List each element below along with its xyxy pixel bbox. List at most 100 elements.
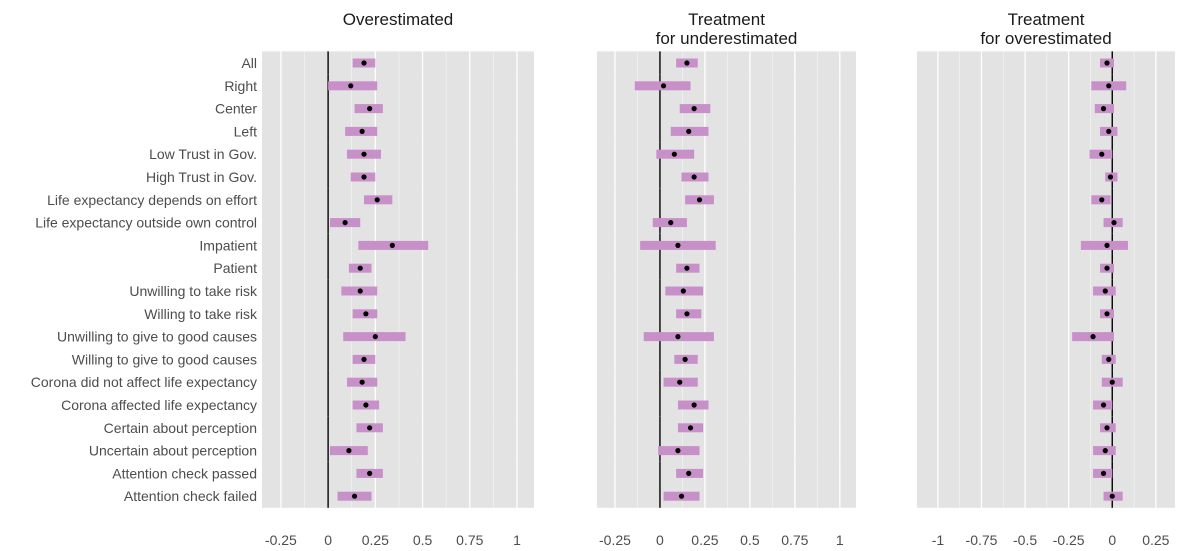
panel-group-background [262,74,534,143]
x-tick-label: 0.25 [362,532,389,548]
point-estimate [691,174,697,180]
point-estimate [677,379,683,385]
panel-group-background [917,325,1175,371]
x-tick-label: 0.75 [456,532,483,548]
point-estimate [1100,470,1107,476]
x-tick-label: -0.25 [599,532,631,548]
point-estimate [680,288,686,294]
row-label: Corona affected life expectancy [61,397,257,413]
x-tick-label: 1 [836,532,844,548]
point-estimate [342,220,348,226]
point-estimate [686,470,692,476]
point-estimate [1104,60,1110,66]
point-estimate [367,470,373,476]
point-estimate [357,265,363,271]
point-estimate [367,425,373,431]
point-estimate [389,242,395,248]
x-tick-label: -0.75 [966,532,998,548]
panel-group-background [917,233,1175,280]
point-estimate [675,448,681,454]
row-label: Uncertain about perception [89,443,257,459]
row-label: Attention check failed [124,488,257,504]
point-estimate [374,197,380,203]
panel-group-background [262,188,534,235]
point-estimate [1104,425,1110,431]
point-estimate [684,60,690,66]
point-estimate [1106,356,1112,362]
panel-group-background [262,142,534,189]
row-label: Right [224,78,257,94]
point-estimate [1107,174,1114,180]
point-estimate [1109,493,1115,499]
point-estimate [671,151,677,157]
panel-group-background [597,370,856,417]
panel-group-background [597,279,856,326]
panel-title: Overestimated [343,10,454,29]
row-label: Attention check passed [112,465,257,481]
panel-group-background [917,461,1175,508]
point-estimate [1099,151,1105,157]
point-estimate [1104,265,1110,271]
point-estimate [696,197,703,203]
panel-group-background [917,74,1175,143]
point-estimate [1104,242,1110,248]
point-estimate [691,106,697,112]
point-estimate [367,106,373,112]
point-estimate [361,60,367,66]
point-estimate [678,493,685,499]
point-estimate [1106,83,1112,89]
panel-title: for underestimated [656,29,798,48]
point-estimate [1106,128,1112,134]
row-label: All [241,55,257,71]
row-label: Patient [213,260,257,276]
x-tick-label: -0.25 [265,532,297,548]
point-estimate [1090,334,1096,340]
panel-title: Treatment [1008,10,1085,29]
x-tick-label: 0.25 [1142,532,1169,548]
x-tick-label: 0.5 [740,532,760,548]
x-tick-label: 0 [656,532,664,548]
point-estimate [675,334,681,340]
x-tick-label: -0.5 [1013,532,1037,548]
panel-group-background [262,279,534,326]
panel-group-background [597,188,856,235]
point-estimate [348,83,354,89]
row-label: Willing to give to good causes [72,351,257,367]
row-label: Unwilling to give to good causes [57,329,257,345]
row-label: Life expectancy depends on effort [47,192,257,208]
panel-group-background [917,188,1175,235]
x-tick-label: -1 [932,532,945,548]
x-tick-label: 0 [324,532,332,548]
point-estimate [1104,311,1110,317]
panel-group-background [262,416,534,463]
panel-group-background [917,370,1175,417]
point-estimate [1099,197,1105,203]
panel-group-background [597,461,856,508]
panel-group-background [597,416,856,463]
point-estimate [361,356,367,362]
point-estimate [687,425,694,431]
x-tick-label: 0 [1108,532,1116,548]
panel-group-background [917,279,1175,326]
point-estimate [372,334,378,340]
x-tick-label: 0.75 [781,532,808,548]
row-label: Unwilling to take risk [129,283,258,299]
panel-group-background [917,142,1175,189]
panel-group-background [262,461,534,508]
point-estimate [1102,448,1108,454]
point-estimate [684,265,690,271]
panel-title: for overestimated [980,29,1111,48]
row-label: Certain about perception [104,420,257,436]
point-estimate [363,402,369,408]
point-estimate [359,128,365,134]
row-label: Impatient [199,237,257,253]
panel-group-background [597,51,856,75]
x-tick-label: 1 [513,532,521,548]
point-estimate [686,128,692,134]
row-label: Center [215,101,257,117]
point-estimate [1100,106,1107,112]
point-estimate [1100,402,1107,408]
row-label: Life expectancy outside own control [35,215,257,231]
panel-group-background [917,416,1175,463]
